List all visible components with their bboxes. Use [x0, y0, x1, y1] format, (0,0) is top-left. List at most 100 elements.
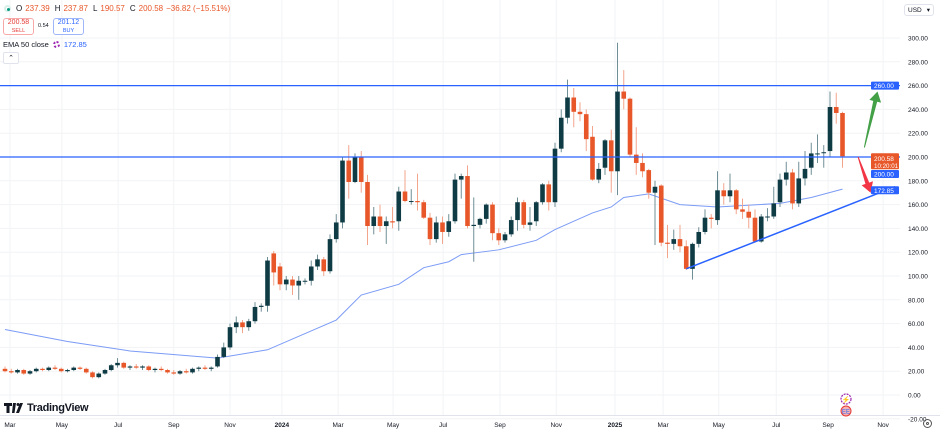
candle-body: [96, 373, 102, 378]
price-axis[interactable]: 300.00 280.00 260.00 240.00 220.00 200.00 180.…: [908, 36, 928, 424]
badge-background: [871, 186, 899, 195]
candle-body: [340, 160, 345, 223]
indicator-legend[interactable]: EMA 50 close 172.85: [3, 40, 87, 49]
candle: [727, 173, 733, 203]
dividend-event-icon[interactable]: [840, 393, 852, 405]
candle: [233, 316, 239, 334]
candle: [127, 365, 133, 371]
price-tick-label: -20.00: [908, 416, 927, 423]
candle-body: [577, 111, 583, 115]
candle: [258, 303, 264, 312]
indicator-value: 172.85: [63, 40, 87, 49]
candle-body: [27, 371, 33, 374]
candle: [771, 186, 777, 219]
candle-body: [671, 239, 677, 244]
sell-button[interactable]: 200.58 SELL: [3, 18, 34, 35]
candle-body: [483, 204, 489, 219]
currency-select[interactable]: USD ▾: [904, 4, 934, 16]
candle: [690, 242, 695, 280]
candle: [596, 162, 602, 184]
candle-body: [2, 368, 8, 372]
price-tick-label: 260.00: [908, 83, 928, 90]
earnings-event-icon[interactable]: [840, 405, 852, 417]
candle: [421, 199, 427, 219]
candle: [671, 229, 677, 250]
time-tick-label: Sep: [168, 422, 180, 429]
tradingview-logo[interactable]: TradingView: [4, 402, 89, 414]
badge-value: 172.85: [874, 188, 894, 195]
candle-body: [152, 368, 158, 371]
candle: [577, 102, 583, 122]
candle: [415, 173, 420, 211]
price-tick-label: 280.00: [908, 59, 928, 66]
high-label: H: [54, 4, 61, 13]
low-value: 190.57: [100, 4, 125, 13]
candle-body: [40, 368, 45, 371]
candle-body: [571, 97, 577, 112]
candle: [271, 251, 277, 286]
price-badge-level: 200.00: [871, 170, 899, 179]
candle-body: [296, 280, 302, 286]
candle: [796, 161, 802, 207]
candle: [77, 366, 83, 371]
candle-body: [496, 233, 502, 241]
green-up-arrow[interactable]: [863, 91, 882, 148]
candle-body: [265, 260, 270, 306]
candle: [121, 361, 127, 369]
brand-name: TradingView: [27, 402, 89, 414]
time-tick-label: Nov: [550, 422, 562, 429]
time-tick-label: Jul: [439, 422, 448, 429]
time-tick-label: Mar: [4, 422, 16, 429]
price-tick-label: 60.00: [908, 321, 925, 328]
time-axis[interactable]: Mar May Jul Sep Nov 2024 Mar May Jul Sep Nov 2025 Ma…: [4, 422, 889, 429]
candle: [8, 368, 14, 374]
candle-body: [708, 217, 714, 219]
candle-body: [77, 367, 83, 369]
candle-body: [615, 91, 620, 172]
indicator-name: EMA 50 close: [3, 40, 49, 49]
candle: [827, 91, 833, 157]
candle-body: [171, 372, 177, 374]
collapse-legend-button[interactable]: ⌃: [3, 52, 19, 64]
candle-body: [21, 370, 27, 374]
settings-gear-icon[interactable]: [923, 419, 932, 428]
candle: [677, 224, 683, 253]
drawings-layer[interactable]: [0, 84, 900, 270]
candle-body: [352, 157, 358, 182]
price-tick-label: 0.00: [908, 393, 921, 400]
candle-body: [177, 371, 183, 374]
candle-body: [165, 370, 170, 373]
spread-value: 0.54: [38, 23, 49, 29]
price-tick-label: 300.00: [908, 36, 928, 43]
candle: [446, 214, 452, 237]
red-down-arrow[interactable]: [857, 156, 873, 193]
buy-button[interactable]: 201.12 BUY: [53, 18, 84, 35]
trendline[interactable]: [685, 186, 896, 270]
sell-label: SELL: [11, 27, 26, 34]
candle: [708, 214, 714, 229]
candle-body: [546, 184, 552, 203]
candle: [527, 206, 533, 231]
candle-body: [627, 98, 633, 155]
candle-body: [540, 184, 545, 203]
events-icons[interactable]: ⚡ EE: [840, 393, 852, 417]
candle-body: [15, 370, 20, 373]
candle-body: [365, 181, 370, 227]
candle-body: [521, 202, 527, 225]
candle: [396, 186, 402, 231]
price-tick-label: 140.00: [908, 226, 928, 233]
candle-body: [58, 368, 64, 372]
candle-body: [640, 162, 645, 172]
candle: [702, 209, 708, 235]
candle-body: [346, 160, 352, 182]
ema-layer: [4, 188, 843, 359]
time-tick-label: Sep: [494, 422, 506, 429]
candle: [558, 109, 564, 153]
candle: [302, 278, 308, 285]
candle: [440, 216, 445, 244]
candle-body: [90, 372, 95, 378]
market-status-icon: [4, 5, 11, 12]
candle: [496, 228, 502, 246]
candle: [283, 276, 289, 291]
